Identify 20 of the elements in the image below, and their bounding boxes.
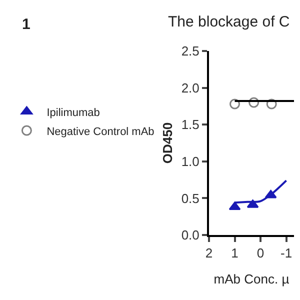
text: 1 bbox=[22, 16, 30, 33]
x-axis-title: mAb Conc. µ bbox=[214, 272, 290, 287]
y-tick-label: 1.5 bbox=[181, 117, 200, 132]
x-tick-label: 1 bbox=[231, 246, 238, 261]
y-tick-label: 2.5 bbox=[181, 44, 200, 59]
point bbox=[248, 97, 260, 108]
y-tick-label: 1.0 bbox=[181, 154, 200, 169]
y-tick-label: 2.0 bbox=[181, 80, 200, 96]
point bbox=[230, 98, 240, 110]
y-tick-label: 0.0 bbox=[181, 228, 200, 243]
point bbox=[266, 98, 277, 110]
y-axis-title: OD450 bbox=[160, 122, 175, 164]
x-tick-label: 0 bbox=[256, 246, 264, 261]
y-tick-label: 0.5 bbox=[181, 190, 200, 206]
x-tick-label: 2 bbox=[205, 246, 213, 261]
x-tick-label: -1 bbox=[280, 246, 292, 261]
point bbox=[228, 202, 241, 210]
legend-label: Negative Control mAb bbox=[46, 126, 154, 138]
chart-title: The blockage of C bbox=[168, 13, 290, 30]
legend-label: Ipilimumab bbox=[46, 106, 100, 119]
